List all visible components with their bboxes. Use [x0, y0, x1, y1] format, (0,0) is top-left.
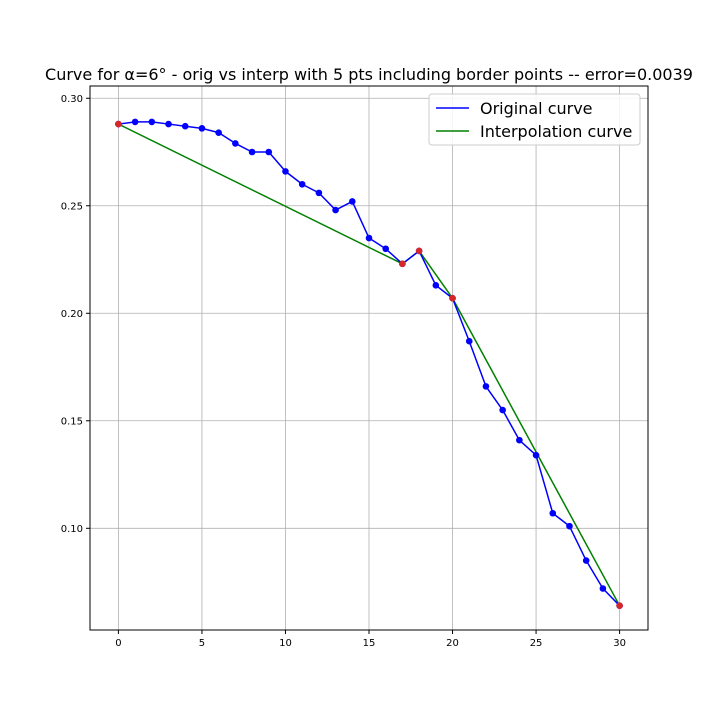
original-curve-point [348, 198, 356, 205]
grid-lines [90, 86, 648, 630]
y-tick-label: 0.15 [61, 416, 83, 427]
y-tick-label: 0.30 [61, 94, 83, 105]
interpolation-point [399, 260, 406, 268]
original-curve-point [198, 125, 206, 132]
y-tick-label: 0.25 [61, 201, 83, 212]
original-curve-point [298, 180, 306, 188]
original-curve-point [131, 118, 139, 126]
original-curve-point [582, 557, 590, 564]
original-curve-point [315, 189, 323, 197]
original-curve-point [332, 206, 339, 214]
x-tick-label: 25 [530, 638, 543, 649]
x-tick-label: 30 [613, 638, 626, 649]
legend: Original curve Interpolation curve [428, 93, 641, 146]
original-curve-point [165, 120, 172, 128]
original-curve-point [566, 522, 573, 530]
y-tick-label: 0.10 [61, 524, 83, 535]
original-curve-point [265, 148, 273, 156]
legend-label: Original curve [480, 99, 593, 118]
original-curve-point [432, 282, 440, 289]
interpolation-point [616, 602, 623, 610]
original-curve-point [516, 436, 523, 444]
axis-ticks: 0 5 10 15 20 25 30 0.10 0.15 0.20 0.25 0.30 [61, 94, 626, 649]
x-tick-label: 15 [363, 638, 376, 649]
data-series [115, 118, 623, 610]
original-curve-point [599, 585, 607, 592]
x-tick-label: 5 [199, 638, 205, 649]
original-curve-point [382, 245, 390, 253]
original-curve-point [232, 140, 239, 147]
original-curve-point [365, 234, 373, 242]
chart-title: Curve for α=6° - orig vs interp with 5 p… [45, 65, 693, 84]
x-tick-label: 10 [279, 638, 292, 649]
original-curve-point [248, 148, 256, 156]
original-curve-point [499, 406, 506, 414]
original-curve-point [215, 129, 222, 136]
interpolation-point [115, 120, 122, 128]
original-curve-point [532, 451, 540, 459]
interpolation-point [415, 247, 423, 255]
x-tick-label: 20 [446, 638, 459, 649]
original-curve-point [549, 509, 557, 517]
interpolation-point [449, 294, 456, 302]
y-tick-label: 0.20 [61, 309, 83, 320]
original-curve-point [282, 168, 289, 175]
original-curve-point [465, 337, 473, 345]
original-curve-point [482, 383, 490, 390]
x-tick-label: 0 [115, 638, 121, 649]
original-curve-point [148, 118, 156, 126]
legend-box [428, 93, 641, 146]
original-curve-point [181, 122, 189, 130]
legend-label: Interpolation curve [480, 122, 632, 141]
